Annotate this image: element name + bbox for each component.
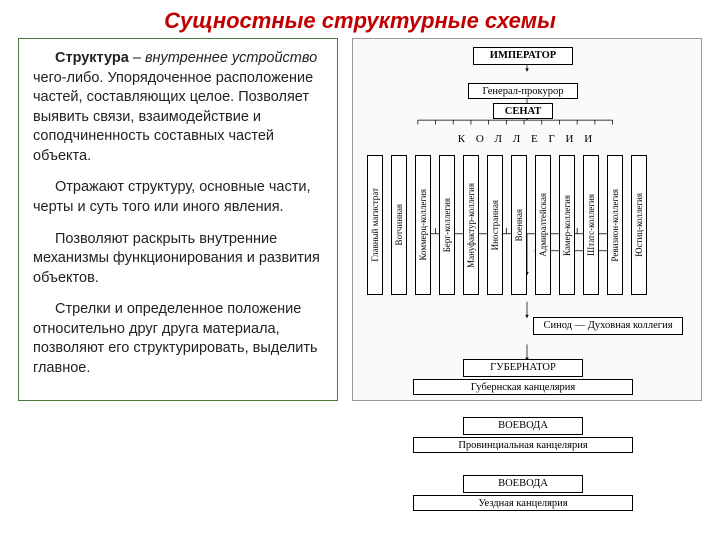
node-voevoda2-title: ВОЕВОДА — [463, 475, 583, 493]
kollegia-5: Иностранная — [487, 155, 503, 295]
kollegia-8: Камер-коллегия — [559, 155, 575, 295]
node-gubernator-sub: Губернская канцелярия — [413, 379, 633, 395]
kollegia-2: Коммерц-коллегия — [415, 155, 431, 295]
definition-ital: внутреннее устройство — [145, 50, 317, 66]
kollegia-11: Юстиц-коллегия — [631, 155, 647, 295]
kollegia-6: Военная — [511, 155, 527, 295]
kollegia-label: Коммерц-коллегия — [418, 189, 428, 261]
kollegia-label: Ревизион-коллегия — [610, 189, 620, 262]
definition-lead: Структура — [55, 50, 129, 66]
kollegia-1: Вотчинная — [391, 155, 407, 295]
kollegia-7: Адмиралтейская — [535, 155, 551, 295]
kollegia-label: Главный магистрат — [370, 188, 380, 262]
para-3: Позволяют раскрыть внутренние механизмы … — [33, 230, 323, 289]
kollegia-label: Мануфактур-коллегия — [466, 183, 476, 268]
kollegia-label: Вотчинная — [394, 204, 404, 245]
kollegia-label: Юстиц-коллегия — [634, 193, 644, 257]
page-title: Сущностные структурные схемы — [0, 0, 720, 38]
kollegia-4: Мануфактур-коллегия — [463, 155, 479, 295]
kollegia-label: Военная — [514, 209, 524, 241]
definition-paragraph: Структура – внутреннее устройство чего-л… — [33, 49, 323, 166]
node-voevoda1-title: ВОЕВОДА — [463, 417, 583, 435]
kollegia-label: Штатс-коллегия — [586, 194, 596, 256]
node-synod: Синод — Духовная коллегия — [533, 317, 683, 335]
node-voevoda1-sub: Провинциальная канцелярия — [413, 437, 633, 453]
kollegia-label: Адмиралтейская — [538, 193, 548, 257]
para-2: Отражают структуру, основные части, черт… — [33, 178, 323, 217]
kollegia-0: Главный магистрат — [367, 155, 383, 295]
node-gubernator-title: ГУБЕРНАТОР — [463, 359, 583, 377]
kollegia-3: Берг-коллегия — [439, 155, 455, 295]
kollegii-label: К О Л Л Е Г И И — [353, 133, 701, 145]
definition-panel: Структура – внутреннее устройство чего-л… — [18, 38, 338, 401]
kollegia-10: Ревизион-коллегия — [607, 155, 623, 295]
diagram-panel: ИМПЕРАТОР Генерал-прокурор СЕНАТ К О Л Л Е … — [352, 38, 702, 401]
node-genprok: Генерал-прокурор — [468, 83, 578, 99]
kollegia-9: Штатс-коллегия — [583, 155, 599, 295]
definition-rest: чего-либо. Упорядоченное расположение ча… — [33, 70, 313, 164]
kollegia-label: Камер-коллегия — [562, 195, 572, 256]
node-emperor: ИМПЕРАТОР — [473, 47, 573, 65]
node-senat: СЕНАТ — [493, 103, 553, 119]
content-columns: Структура – внутреннее устройство чего-л… — [0, 38, 720, 401]
node-voevoda2-sub: Уездная канцелярия — [413, 495, 633, 511]
para-4: Стрелки и определенное положение относит… — [33, 300, 323, 378]
definition-dash: – — [129, 50, 145, 66]
kollegia-label: Иностранная — [490, 200, 500, 250]
kollegia-label: Берг-коллегия — [442, 198, 452, 252]
